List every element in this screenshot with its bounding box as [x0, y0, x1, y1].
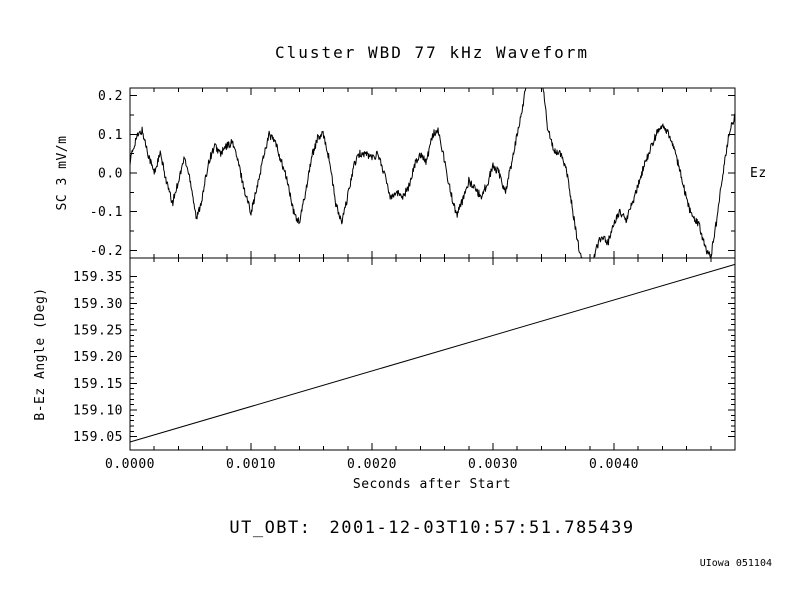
y-tick-label: 159.10 — [73, 404, 123, 419]
y-tick-label: 159.35 — [73, 270, 123, 285]
y-axis-label-waveform: SC 3 mV/m — [55, 136, 70, 211]
chart-title: Cluster WBD 77 kHz Waveform — [275, 43, 589, 62]
plot-frame — [129, 257, 736, 451]
x-axis-label: Seconds after Start — [353, 477, 511, 492]
y-tick-label: 0.0 — [98, 167, 123, 182]
y-tick-label: 0.1 — [98, 128, 123, 143]
panel-angle: 159.35 159.30 159.25 159.20 159.15 159.10 159.… — [73, 257, 736, 472]
right-axis-label-ez: Ez — [750, 166, 767, 181]
ut-obt-label: UT_OBT: — [229, 518, 311, 538]
y-tick-label: 159.15 — [73, 377, 123, 392]
y-tick-label: -0.2 — [90, 244, 123, 259]
b-ez-angle-trace — [129, 263, 736, 443]
credit-text: UIowa 051104 — [700, 558, 772, 569]
x-tick-label: 0.0010 — [226, 457, 276, 472]
plot-frame — [129, 87, 736, 259]
y-tick-label: -0.1 — [90, 205, 123, 220]
y-tick-label: 159.25 — [73, 324, 123, 339]
y-tick-label: 159.05 — [73, 430, 123, 445]
panel-waveform: 0.2 0.1 0.0 -0.1 -0.2 — [90, 87, 736, 259]
x-tick-label: 0.0040 — [589, 457, 639, 472]
x-tick-label: 0.0020 — [347, 457, 397, 472]
x-tick-label: 0.0030 — [468, 457, 518, 472]
y-tick-label: 159.20 — [73, 350, 123, 365]
y-tick-label: 0.2 — [98, 89, 123, 104]
y-tick-label: 159.30 — [73, 297, 123, 312]
y-axis-label-angle: B-Ez Angle (Deg) — [33, 287, 48, 420]
ut-obt-value: 2001-12-03T10:57:51.785439 — [330, 518, 635, 538]
ut-obt-line: UT_OBT: 2001-12-03T10:57:51.785439 — [229, 518, 634, 538]
wbd-waveform-trace — [129, 87, 736, 259]
x-tick-label: 0.0000 — [105, 457, 155, 472]
